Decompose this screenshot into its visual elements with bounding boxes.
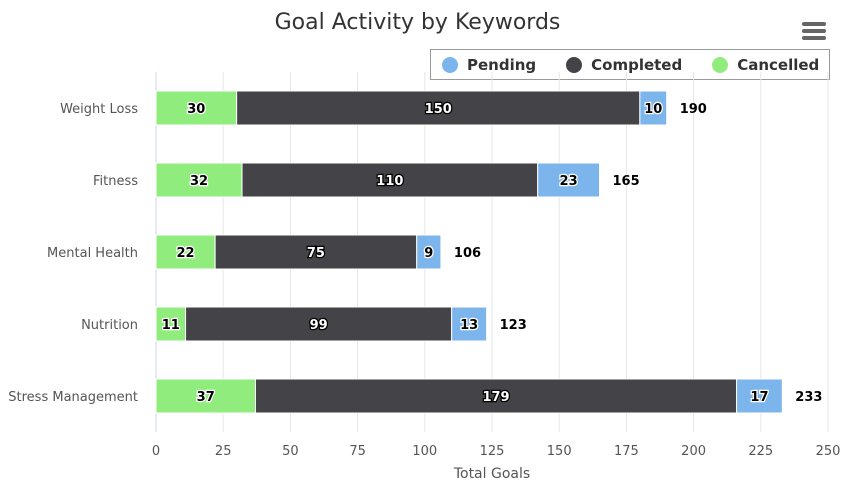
- x-tick-label: 0: [152, 444, 160, 459]
- category-label: Stress Management: [8, 390, 138, 405]
- category-label: Nutrition: [81, 318, 138, 333]
- data-label: 32: [190, 174, 208, 189]
- data-label: 30: [187, 102, 205, 117]
- x-tick-label: 200: [681, 444, 706, 459]
- data-label: 11: [162, 318, 180, 333]
- total-label: 123: [500, 318, 527, 333]
- x-tick-label: 125: [480, 444, 505, 459]
- x-axis-title: Total Goals: [453, 466, 530, 482]
- total-label: 106: [454, 246, 481, 261]
- x-tick-label: 75: [349, 444, 366, 459]
- data-label: 75: [307, 246, 325, 261]
- x-tick-label: 100: [412, 444, 437, 459]
- category-label: Mental Health: [47, 246, 138, 261]
- total-label: 190: [680, 102, 707, 117]
- x-tick-label: 250: [816, 444, 841, 459]
- x-tick-label: 25: [215, 444, 232, 459]
- x-tick-label: 175: [614, 444, 639, 459]
- data-label: 37: [197, 390, 215, 405]
- data-label: 17: [750, 390, 768, 405]
- category-label: Weight Loss: [60, 102, 138, 117]
- category-label: Fitness: [93, 174, 138, 189]
- x-tick-label: 150: [547, 444, 572, 459]
- data-label: 9: [424, 246, 433, 261]
- data-label: 10: [644, 102, 662, 117]
- x-tick-label: 225: [748, 444, 773, 459]
- data-label: 179: [482, 390, 509, 405]
- total-label: 165: [613, 174, 640, 189]
- data-label: 150: [425, 102, 452, 117]
- data-label: 99: [310, 318, 328, 333]
- total-label: 233: [795, 390, 822, 405]
- x-tick-label: 50: [282, 444, 299, 459]
- data-label: 22: [177, 246, 195, 261]
- data-label: 23: [560, 174, 578, 189]
- data-label: 110: [376, 174, 403, 189]
- data-label: 13: [460, 318, 478, 333]
